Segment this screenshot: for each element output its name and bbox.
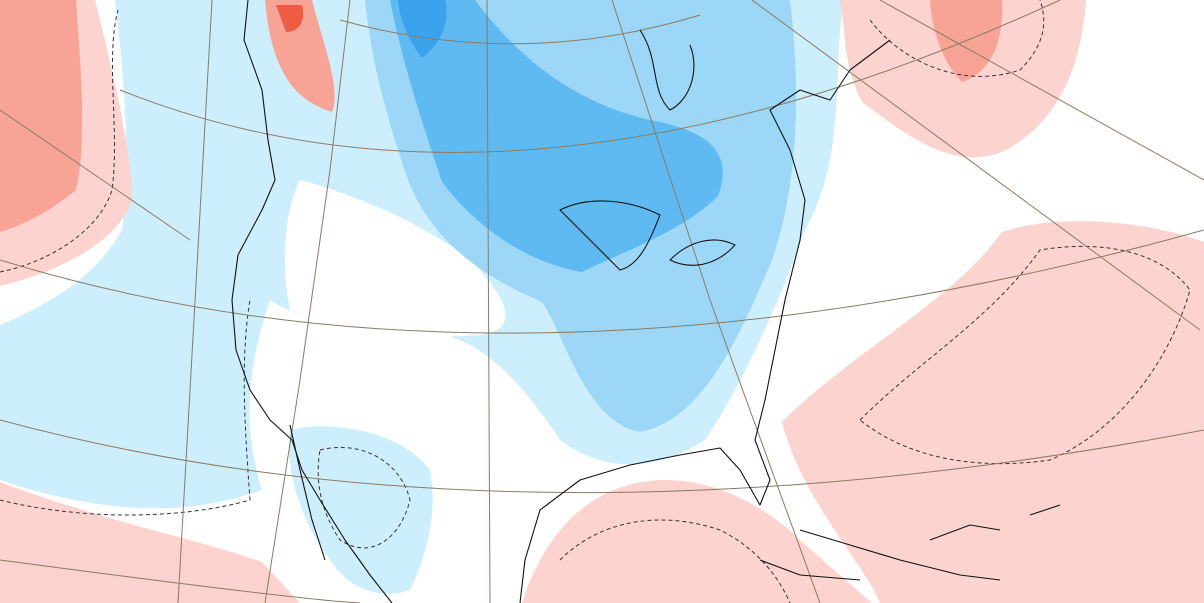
coastline: [799, 529, 1001, 581]
contour: [0, 299, 251, 516]
coastline: [231, 0, 393, 603]
red-area: [276, 5, 304, 32]
coastline: [1029, 504, 1061, 516]
pink-area: [522, 480, 872, 603]
dark-blue-area: [390, 0, 723, 272]
pink-area: [782, 221, 1204, 603]
pink-area: [265, 0, 335, 112]
contour: [559, 519, 791, 603]
coastline: [289, 424, 326, 561]
coastline: [639, 29, 695, 111]
salmon-area: [0, 0, 83, 232]
parallel: [339, 14, 701, 45]
darkest-blue-area: [398, 0, 447, 58]
meridian: [611, 0, 821, 603]
contour: [869, 0, 1045, 77]
parallel: [0, 559, 361, 603]
meridian: [0, 109, 191, 241]
meridian: [879, 0, 1204, 181]
white-area: [284, 180, 506, 337]
coastline: [559, 200, 661, 271]
meridian: [264, 0, 351, 603]
coastline: [759, 559, 861, 581]
coastline: [519, 39, 891, 603]
light-blue-area: [289, 426, 433, 594]
coastline: [669, 239, 736, 266]
coastline: [929, 524, 1001, 541]
contour: [859, 245, 1191, 465]
parallel: [0, 419, 1204, 494]
meridian: [751, 0, 1201, 331]
meridian: [177, 0, 213, 603]
meridian: [486, 0, 491, 603]
coastlines: [231, 0, 1061, 603]
parallel: [0, 229, 1204, 334]
contour: [0, 9, 119, 273]
parallel: [119, 0, 1061, 153]
pink-area: [0, 482, 300, 603]
